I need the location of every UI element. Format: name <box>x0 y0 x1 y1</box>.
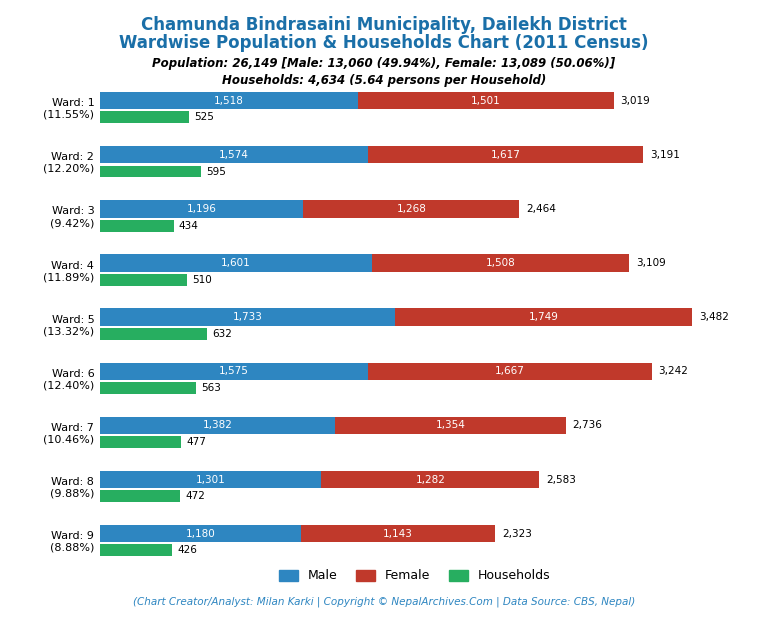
Text: 426: 426 <box>177 545 197 556</box>
Bar <box>100 436 181 448</box>
Text: 1,575: 1,575 <box>219 366 249 376</box>
Text: 2,736: 2,736 <box>572 421 602 430</box>
Bar <box>100 254 372 272</box>
Text: 477: 477 <box>186 437 206 447</box>
Bar <box>301 525 495 542</box>
Text: 1,667: 1,667 <box>495 366 525 376</box>
Text: 1,617: 1,617 <box>491 150 520 159</box>
Text: 1,301: 1,301 <box>196 475 226 485</box>
Bar <box>100 328 207 340</box>
Bar <box>100 363 368 380</box>
Bar <box>100 471 321 488</box>
Text: 434: 434 <box>179 221 199 231</box>
Text: Wardwise Population & Households Chart (2011 Census): Wardwise Population & Households Chart (… <box>119 34 649 52</box>
Text: 563: 563 <box>200 383 220 393</box>
Text: 1,354: 1,354 <box>435 421 465 430</box>
Bar <box>303 200 519 217</box>
Text: 632: 632 <box>213 329 233 339</box>
Text: 1,501: 1,501 <box>471 95 501 106</box>
Text: Chamunda Bindrasaini Municipality, Dailekh District: Chamunda Bindrasaini Municipality, Daile… <box>141 16 627 34</box>
Bar <box>100 92 358 109</box>
Text: 1,196: 1,196 <box>187 204 217 214</box>
Bar <box>335 417 565 434</box>
Text: 525: 525 <box>194 112 214 122</box>
Text: 2,583: 2,583 <box>546 475 576 485</box>
Bar <box>100 220 174 232</box>
Text: 1,382: 1,382 <box>203 421 233 430</box>
Bar <box>100 545 172 556</box>
Bar <box>100 274 187 286</box>
Text: 1,574: 1,574 <box>219 150 249 159</box>
Text: 1,601: 1,601 <box>221 258 251 268</box>
Text: 1,268: 1,268 <box>396 204 426 214</box>
Text: Households: 4,634 (5.64 persons per Household): Households: 4,634 (5.64 persons per Hous… <box>222 74 546 87</box>
Text: 595: 595 <box>207 166 226 176</box>
Legend: Male, Female, Households: Male, Female, Households <box>274 564 555 587</box>
Text: 1,282: 1,282 <box>415 475 445 485</box>
Text: 3,482: 3,482 <box>700 312 729 322</box>
Text: 472: 472 <box>185 492 205 502</box>
Bar <box>368 363 651 380</box>
Bar <box>100 417 335 434</box>
Text: 3,109: 3,109 <box>636 258 666 268</box>
Text: Population: 26,149 [Male: 13,060 (49.94%), Female: 13,089 (50.06%)]: Population: 26,149 [Male: 13,060 (49.94%… <box>152 57 616 70</box>
Text: 3,242: 3,242 <box>658 366 688 376</box>
Bar <box>100 490 180 502</box>
Bar <box>368 146 643 163</box>
Bar <box>372 254 629 272</box>
Bar <box>100 112 189 123</box>
Bar <box>100 525 301 542</box>
Bar <box>100 200 303 217</box>
Bar <box>321 471 539 488</box>
Bar <box>100 382 196 394</box>
Bar <box>358 92 614 109</box>
Text: 3,019: 3,019 <box>621 95 650 106</box>
Text: 1,143: 1,143 <box>383 529 413 539</box>
Text: 1,508: 1,508 <box>486 258 515 268</box>
Bar <box>100 308 395 326</box>
Text: 510: 510 <box>192 275 211 285</box>
Text: 1,518: 1,518 <box>214 95 244 106</box>
Bar <box>100 166 201 178</box>
Text: 2,464: 2,464 <box>526 204 556 214</box>
Text: 1,733: 1,733 <box>233 312 262 322</box>
Text: 1,749: 1,749 <box>528 312 558 322</box>
Bar <box>395 308 693 326</box>
Text: 1,180: 1,180 <box>185 529 215 539</box>
Text: 2,323: 2,323 <box>502 529 532 539</box>
Text: 3,191: 3,191 <box>650 150 680 159</box>
Bar <box>100 146 368 163</box>
Text: (Chart Creator/Analyst: Milan Karki | Copyright © NepalArchives.Com | Data Sourc: (Chart Creator/Analyst: Milan Karki | Co… <box>133 597 635 607</box>
